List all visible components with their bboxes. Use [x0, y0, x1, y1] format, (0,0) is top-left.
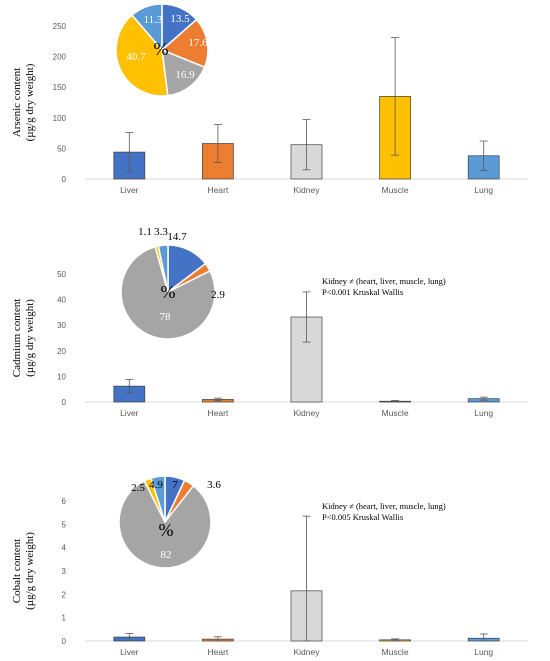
y-tick-label: 100 [53, 114, 67, 123]
y-axis-title-line2: (µg/g dry weight) [24, 299, 36, 377]
pie-percent-symbol: % [159, 520, 174, 540]
x-tick-label: Lung [474, 185, 493, 195]
annotation-line: P<0.001 Kruskal Wallis [322, 287, 403, 297]
chart-2: 0 10 20 30 40 50 Cadmium content (µg/g dry weig… [11, 226, 528, 418]
x-tick-label: Muscle [382, 408, 409, 418]
inset-pie-1: 13.5 17.6 16.9 40.7 11.3% [115, 3, 209, 97]
y-tick-label: 0 [62, 637, 67, 646]
pie-slice [160, 18, 209, 69]
y-axis-title-line2: (µg/g dry weight) [24, 532, 36, 610]
pie-slice-label: 13.5 [170, 13, 190, 25]
pie-slice-label: 2.5 [131, 482, 145, 494]
y-tick-label: 250 [53, 22, 67, 31]
x-tick-label: Kidney [294, 408, 321, 418]
pie-slice [120, 245, 216, 340]
y-tick-label: 0 [62, 398, 67, 407]
y-tick-label: 0 [62, 175, 67, 184]
y-tick-label: 20 [57, 347, 66, 356]
pie-percent-symbol: % [154, 39, 169, 59]
x-tick-label: Liver [120, 647, 139, 657]
annotation-line: Kidney ≠ (heart, liver, muscle, lung) [322, 501, 446, 511]
inset-pie-2: 14.7 2.9 78 1.1 3.3% [120, 226, 225, 340]
x-tick-label: Heart [208, 647, 229, 657]
y-tick-label: 10 [57, 372, 66, 381]
x-tick-label: Heart [208, 408, 229, 418]
pie-slice [150, 475, 166, 523]
x-tick-label: Lung [474, 408, 493, 418]
pie-percent-symbol: % [161, 282, 176, 302]
pie-slice-label: 11.3 [144, 14, 163, 26]
pie-slice [157, 244, 169, 293]
y-axis-title-line1: Cadmium content [11, 299, 23, 378]
pie-slice-label: 7 [172, 479, 178, 491]
inset-pie-3: 7 3.6 82 2.5 4.9% [118, 475, 221, 569]
pie-slice-label: 3.3 [154, 226, 168, 238]
x-tick-label: Liver [120, 408, 139, 418]
pie-slice-label: 3.6 [207, 479, 221, 491]
pie-slice [130, 3, 163, 53]
pie-slice-label: 14.7 [167, 231, 187, 243]
y-axis-title: Cobalt content (µg/g dry weight) [11, 532, 36, 610]
pie-slice [161, 48, 206, 97]
y-tick-label: 150 [53, 83, 67, 92]
y-tick-label: 40 [57, 296, 66, 305]
pie-slice-label: 4.9 [149, 479, 163, 491]
y-tick-label: 3 [62, 567, 67, 576]
y-axis-title: Cadmium content (µg/g dry weight) [11, 299, 36, 378]
x-tick-label: Kidney [294, 185, 321, 195]
y-axis-title-line1: Cobalt content [11, 539, 23, 603]
pie-slice-label: 16.9 [175, 69, 195, 81]
pie-slice-label: 1.1 [138, 226, 152, 238]
annotation-line: P<0.005 Kruskal Wallis [322, 512, 403, 522]
y-axis-title-line1: Arsenic content [11, 68, 23, 137]
pie-slice-label: 78 [160, 311, 172, 323]
chart-1: 0 50 100 150 200 250 Arsenic content (µg/g dry … [11, 3, 528, 195]
chart-3: 0 1 2 3 4 5 6 Cobalt content (µg/g dry weight) Li… [11, 475, 528, 657]
pie-slice [115, 14, 169, 97]
y-tick-label: 50 [57, 270, 66, 279]
pie-slice-label: 17.6 [188, 37, 208, 49]
x-tick-label: Muscle [382, 185, 409, 195]
y-tick-label: 30 [57, 321, 66, 330]
pie-slice [118, 479, 212, 569]
x-tick-label: Heart [208, 185, 229, 195]
pie-slice-label: 82 [161, 549, 172, 561]
y-tick-label: 5 [62, 520, 67, 529]
y-tick-label: 6 [62, 497, 67, 506]
pie-slice-label: 40.7 [126, 51, 146, 63]
y-tick-label: 2 [62, 590, 67, 599]
x-tick-label: Liver [120, 185, 139, 195]
x-tick-label: Kidney [294, 647, 321, 657]
y-tick-label: 1 [62, 614, 67, 623]
x-tick-label: Lung [474, 647, 493, 657]
annotation-line: Kidney ≠ (heart, liver, muscle, lung) [322, 276, 446, 286]
x-tick-label: Muscle [382, 647, 409, 657]
pie-slice-label: 2.9 [211, 289, 225, 301]
y-axis-title-line2: (µg/g dry weight) [24, 63, 36, 141]
y-tick-label: 4 [62, 544, 67, 553]
y-tick-label: 200 [53, 53, 67, 62]
y-tick-label: 50 [57, 144, 66, 153]
y-axis-title: Arsenic content (µg/g dry weight) [11, 63, 36, 141]
